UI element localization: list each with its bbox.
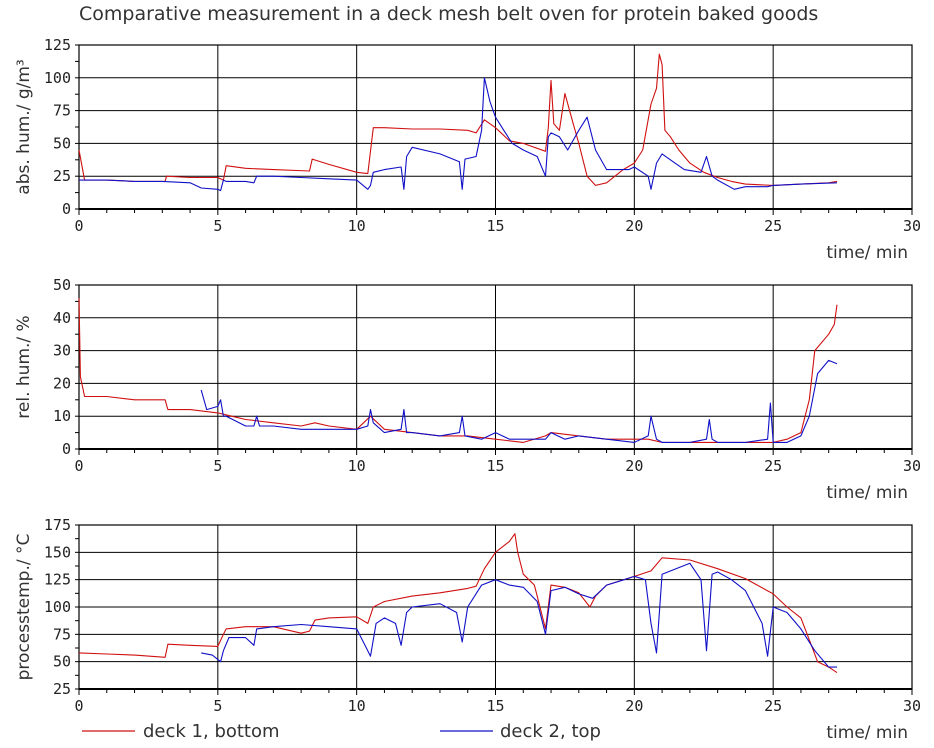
y-tick-label: 100 [44,69,71,87]
y-tick-label: 25 [53,680,71,698]
x-axis-title: time/ min [826,723,908,743]
panel-2: 0 5 10 15 20 25 30 0 10 20 30 40 50 rel. hum./ % time/… [14,276,921,503]
x-axis-title: time/ min [826,483,908,503]
series-line-deck2 [201,562,837,668]
y-axis-title: abs. hum./ g/m³ [14,59,34,194]
x-tick-label: 30 [903,217,921,235]
x-tick-label: 5 [213,217,222,235]
y-tick-label: 75 [53,625,71,643]
x-tick-label: 0 [74,217,83,235]
series-line-deck2 [200,359,838,443]
x-tick-label: 20 [625,697,643,715]
x-tick-label: 0 [74,457,83,475]
x-tick-label: 25 [764,217,782,235]
chart-title: Comparative measurement in a deck mesh b… [79,3,819,25]
y-tick-label: 25 [53,167,71,185]
y-tick-label: 20 [53,374,71,392]
x-tick-label: 10 [348,457,366,475]
x-tick-label: 20 [625,457,643,475]
x-tick-label: 20 [625,217,643,235]
y-tick-label: 75 [53,102,71,120]
x-tick-label: 15 [486,457,504,475]
legend: deck 1, bottom deck 2, top [82,721,601,742]
y-tick-label: 125 [44,36,71,54]
y-tick-label: 150 [44,543,71,561]
y-tick-label: 0 [62,200,71,218]
x-tick-label: 25 [764,457,782,475]
y-axis-title: rel. hum./ % [14,315,34,418]
x-tick-label: 5 [213,457,222,475]
y-axis-title: processtemp./ °C [14,534,34,681]
x-tick-label: 0 [74,697,83,715]
x-tick-label: 30 [903,697,921,715]
x-tick-label: 5 [213,697,222,715]
y-tick-label: 125 [44,571,71,589]
x-tick-label: 10 [348,697,366,715]
y-tick-label: 0 [62,440,71,458]
y-tick-label: 50 [53,134,71,152]
x-tick-label: 15 [486,217,504,235]
panel-1: 0 5 10 15 20 25 30 0 25 50 75 100 125 abs. hum./ g/m³… [14,36,921,263]
series-line-deck1 [78,298,838,443]
x-tick-label: 10 [348,217,366,235]
x-tick-label: 15 [486,697,504,715]
panel-3: 0 5 10 15 20 25 30 25 50 75 100 125 150 175 processtem… [14,516,921,743]
y-tick-label: 30 [53,342,71,360]
x-axis-title: time/ min [826,243,908,263]
y-tick-label: 50 [53,653,71,671]
series-line-deck1 [78,53,838,186]
x-tick-label: 25 [764,697,782,715]
x-tick-label: 30 [903,457,921,475]
y-tick-label: 50 [53,276,71,294]
legend-label: deck 2, top [500,721,601,742]
legend-item: deck 2, top [440,721,601,742]
y-tick-label: 10 [53,407,71,425]
series-line-deck2 [79,77,838,192]
y-tick-label: 40 [53,309,71,327]
legend-label: deck 1, bottom [143,721,280,742]
y-tick-label: 175 [44,516,71,534]
legend-item: deck 1, bottom [82,721,280,742]
series-line-deck1 [78,533,838,674]
y-tick-label: 100 [44,598,71,616]
